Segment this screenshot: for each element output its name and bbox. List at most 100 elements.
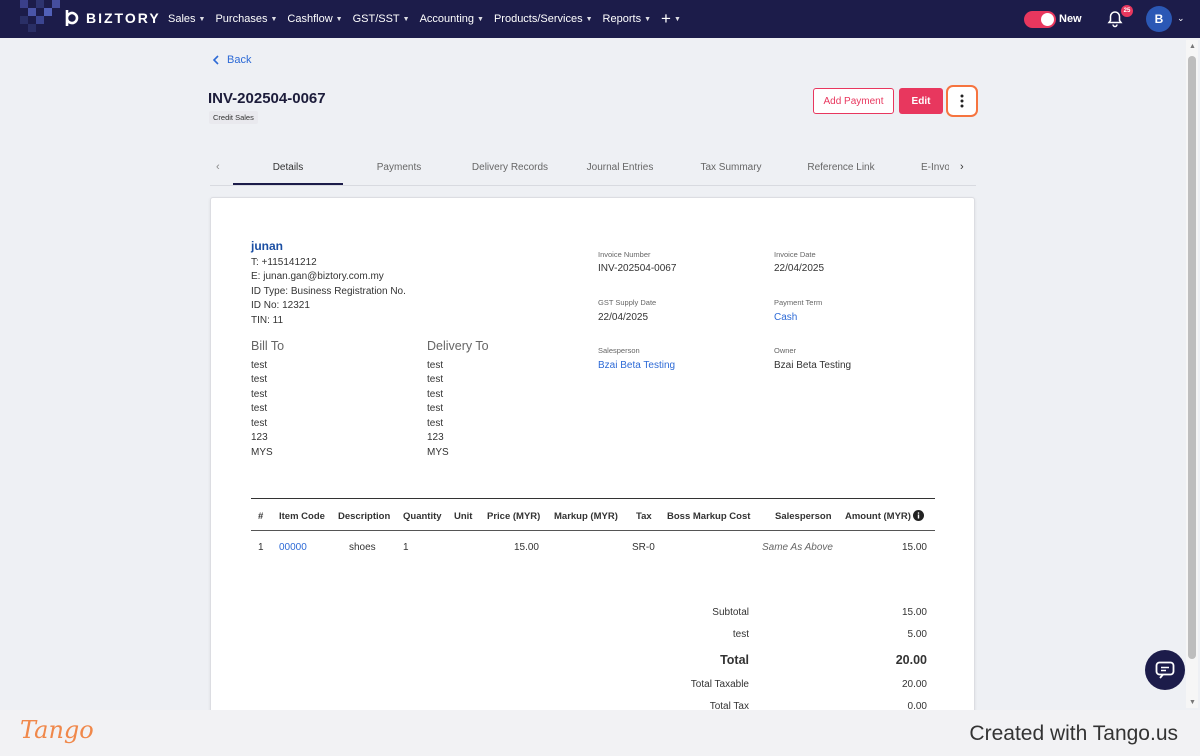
nav-purchases-label: Purchases bbox=[215, 13, 268, 25]
delivery-to-heading: Delivery To bbox=[427, 339, 489, 353]
chevron-down-icon: ▼ bbox=[270, 15, 278, 23]
delivery-to-line: test bbox=[427, 403, 444, 414]
col-unit: Unit bbox=[454, 511, 473, 522]
add-payment-button[interactable]: Add Payment bbox=[813, 88, 894, 114]
nav-products-services-label: Products/Services bbox=[493, 13, 583, 25]
chat-icon bbox=[1155, 661, 1175, 679]
biztory-logo-icon bbox=[65, 10, 79, 26]
new-ui-label: New bbox=[1059, 13, 1082, 25]
tab-reference-link[interactable]: Reference Link bbox=[807, 162, 875, 173]
invoice-date-value: 22/04/2025 bbox=[774, 263, 825, 274]
tab-journal-entries[interactable]: Journal Entries bbox=[586, 162, 654, 173]
avatar-chevron-down-icon[interactable]: ⌄ bbox=[1177, 13, 1185, 23]
chevron-down-icon: ▼ bbox=[585, 15, 593, 23]
bell-icon[interactable] bbox=[1106, 10, 1124, 28]
salesperson-label: Salesperson bbox=[598, 346, 640, 355]
tab-scroll-left-icon[interactable]: ‹ bbox=[216, 161, 220, 173]
tab-details[interactable]: Details bbox=[233, 153, 343, 185]
nav-quick-add[interactable]: + ▼ bbox=[661, 9, 681, 29]
invoice-date-label: Invoice Date bbox=[774, 250, 816, 259]
table-header: # Item Code Description Quantity Unit Pr… bbox=[251, 498, 935, 531]
row-description: shoes bbox=[349, 542, 376, 553]
bill-to-line: test bbox=[251, 403, 268, 414]
col-price: Price (MYR) bbox=[487, 511, 541, 522]
row-tax: SR-0 bbox=[632, 542, 655, 553]
top-navbar: BIZTORY Sales ▼ Purchases ▼ Cashflow ▼ GST/… bbox=[0, 0, 1200, 38]
col-boss-markup: Boss Markup Cost bbox=[667, 511, 751, 522]
row-item-code-link[interactable]: 00000 bbox=[279, 542, 307, 553]
tab-delivery-records[interactable]: Delivery Records bbox=[471, 162, 549, 173]
tab-payments[interactable]: Payments bbox=[376, 162, 422, 173]
customer-id-type: ID Type: Business Registration No. bbox=[251, 286, 406, 297]
owner-value: Bzai Beta Testing bbox=[774, 360, 852, 371]
nav-gst-sst-label: GST/SST bbox=[352, 13, 400, 25]
bill-to-line: test bbox=[251, 418, 268, 429]
customer-phone: T: +115141212 bbox=[251, 257, 317, 268]
chat-support-button[interactable] bbox=[1145, 650, 1185, 690]
edit-button[interactable]: Edit bbox=[899, 88, 943, 114]
nav-products-services[interactable]: Products/Services ▼ bbox=[494, 13, 593, 25]
bill-to-line: test bbox=[251, 389, 268, 400]
nav-sales[interactable]: Sales ▼ bbox=[168, 13, 205, 25]
brand-pattern bbox=[20, 0, 60, 32]
status-badge: Credit Sales bbox=[209, 111, 258, 124]
delivery-to-line: test bbox=[427, 360, 444, 371]
scrollbar-thumb[interactable] bbox=[1188, 56, 1196, 659]
created-with-tango: Created with Tango.us bbox=[969, 722, 1178, 745]
new-ui-toggle[interactable] bbox=[1024, 11, 1056, 28]
payment-term-label: Payment Term bbox=[774, 298, 823, 307]
tab-e-invoice[interactable]: E-Invoice bbox=[897, 153, 951, 185]
page-title: INV-202504-0067 bbox=[208, 90, 326, 107]
row-quantity: 1 bbox=[403, 542, 409, 553]
adjustment-label: test bbox=[732, 629, 749, 640]
nav-cashflow[interactable]: Cashflow ▼ bbox=[287, 13, 342, 25]
nav-accounting[interactable]: Accounting ▼ bbox=[420, 13, 484, 25]
more-options-button[interactable] bbox=[946, 85, 978, 117]
nav-cashflow-label: Cashflow bbox=[287, 13, 333, 25]
col-salesperson: Salesperson bbox=[775, 511, 832, 522]
bill-to-line: test bbox=[251, 374, 268, 385]
tab-scroll-right-icon[interactable]: › bbox=[960, 161, 964, 173]
back-link[interactable]: Back bbox=[212, 54, 251, 66]
delivery-to-line: 123 bbox=[427, 432, 444, 443]
gst-supply-date-label: GST Supply Date bbox=[598, 298, 657, 307]
info-icon[interactable] bbox=[913, 510, 924, 521]
nav-reports-label: Reports bbox=[602, 13, 642, 25]
delivery-to-line: test bbox=[427, 374, 444, 385]
notification-badge: 25 bbox=[1121, 5, 1133, 17]
customer-name[interactable]: junan bbox=[251, 239, 283, 253]
total-label: Total bbox=[720, 653, 749, 667]
customer-tin: TIN: 11 bbox=[251, 315, 284, 326]
nav-reports[interactable]: Reports ▼ bbox=[603, 13, 651, 25]
nav-purchases[interactable]: Purchases ▼ bbox=[215, 13, 277, 25]
chevron-down-icon: ▼ bbox=[402, 15, 410, 23]
row-price: 15.00 bbox=[513, 542, 539, 553]
delivery-to-line: test bbox=[427, 418, 444, 429]
chevron-down-icon: ▼ bbox=[477, 15, 484, 23]
nav-sales-label: Sales bbox=[168, 13, 196, 25]
bill-to-line: 123 bbox=[251, 432, 268, 443]
scroll-down-icon[interactable]: ▼ bbox=[1189, 699, 1196, 706]
vertical-dots-icon bbox=[960, 94, 964, 108]
back-label: Back bbox=[227, 54, 252, 66]
nav-gst-sst[interactable]: GST/SST ▼ bbox=[353, 13, 410, 25]
total-taxable-value: 20.00 bbox=[901, 679, 927, 690]
adjustment-value: 5.00 bbox=[907, 629, 927, 640]
bill-to-line: test bbox=[251, 360, 268, 371]
col-description: Description bbox=[338, 511, 391, 522]
gst-supply-date-value: 22/04/2025 bbox=[598, 312, 649, 323]
invoice-card: junan T: +115141212 E: junan.gan@biztory… bbox=[210, 197, 975, 737]
plus-icon: + bbox=[661, 9, 671, 28]
payment-term-link[interactable]: Cash bbox=[774, 312, 798, 323]
chevron-down-icon: ▼ bbox=[335, 15, 343, 23]
owner-label: Owner bbox=[774, 346, 797, 355]
invoice-number-label: Invoice Number bbox=[598, 250, 651, 259]
tab-tax-summary[interactable]: Tax Summary bbox=[700, 162, 762, 173]
delivery-to-line: test bbox=[427, 389, 444, 400]
brand-logo[interactable]: BIZTORY bbox=[64, 9, 161, 27]
total-tax-value: 0.00 bbox=[907, 701, 927, 712]
salesperson-link[interactable]: Bzai Beta Testing bbox=[598, 360, 676, 371]
scroll-up-icon[interactable]: ▲ bbox=[1189, 43, 1196, 50]
avatar[interactable]: B bbox=[1146, 6, 1172, 32]
total-tax-label: Total Tax bbox=[709, 701, 749, 712]
